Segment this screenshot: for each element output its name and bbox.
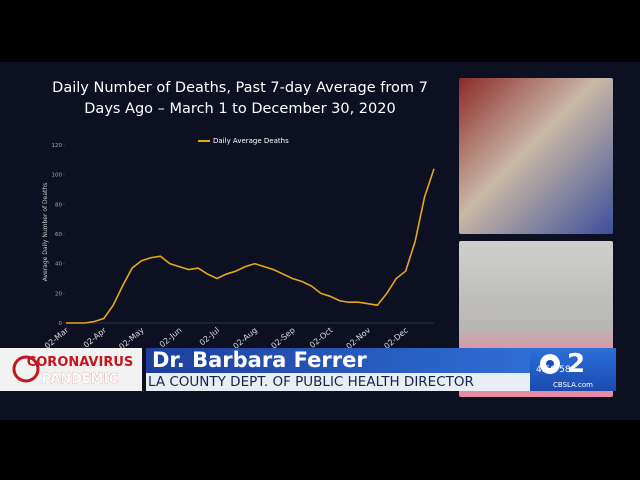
x-tick-label: 02-Oct — [308, 326, 335, 350]
topic-line1: CORONAVIRUS — [27, 355, 134, 370]
x-tick-label: 02-Apr — [82, 325, 109, 350]
channel-number: 2 — [567, 349, 585, 379]
x-tick-label: 02-Mar — [43, 325, 71, 350]
x-tick-label: 02-Jun — [158, 326, 184, 350]
cbs-pupil — [546, 360, 554, 368]
topic-box: CORONAVIRUS PANDEMIC — [0, 348, 142, 391]
logo-graphic: 2 CBSLA.com — [540, 349, 593, 389]
speaker-video — [459, 78, 613, 234]
speaker-title: LA COUNTY DEPT. OF PUBLIC HEALTH DIRECTO… — [146, 373, 532, 391]
topic-line2: PANDEMIC — [42, 372, 118, 387]
chart-title: Daily Number of Deaths, Past 7-day Avera… — [52, 80, 428, 117]
x-tick-label: 02-Sep — [269, 326, 296, 351]
y-tick-label: 20 — [55, 291, 62, 297]
y-tick-label: 120 — [52, 143, 63, 149]
legend-label: Daily Average Deaths — [213, 137, 289, 145]
clock: 4:59 58° — [536, 365, 575, 375]
temperature: 58° — [559, 365, 576, 375]
website: CBSLA.com — [553, 381, 593, 389]
time: 4:59 — [536, 365, 557, 375]
x-tick-label: 02-Jul — [198, 326, 222, 348]
y-axis-label: Average Daily Number of Deaths — [42, 183, 49, 282]
topic-graphic: CORONAVIRUS PANDEMIC — [12, 355, 134, 387]
y-tick-label: 40 — [55, 262, 62, 268]
y-tick-label: 100 — [52, 173, 63, 179]
y-tick-label: 0 — [59, 321, 63, 327]
data-line — [66, 168, 435, 324]
virus-icon — [12, 355, 40, 383]
station-logo: 2 CBSLA.com — [530, 348, 616, 391]
y-tick-label: 80 — [55, 202, 62, 208]
speaker-name: Dr. Barbara Ferrer — [146, 348, 536, 373]
y-tick-label: 60 — [55, 232, 62, 238]
